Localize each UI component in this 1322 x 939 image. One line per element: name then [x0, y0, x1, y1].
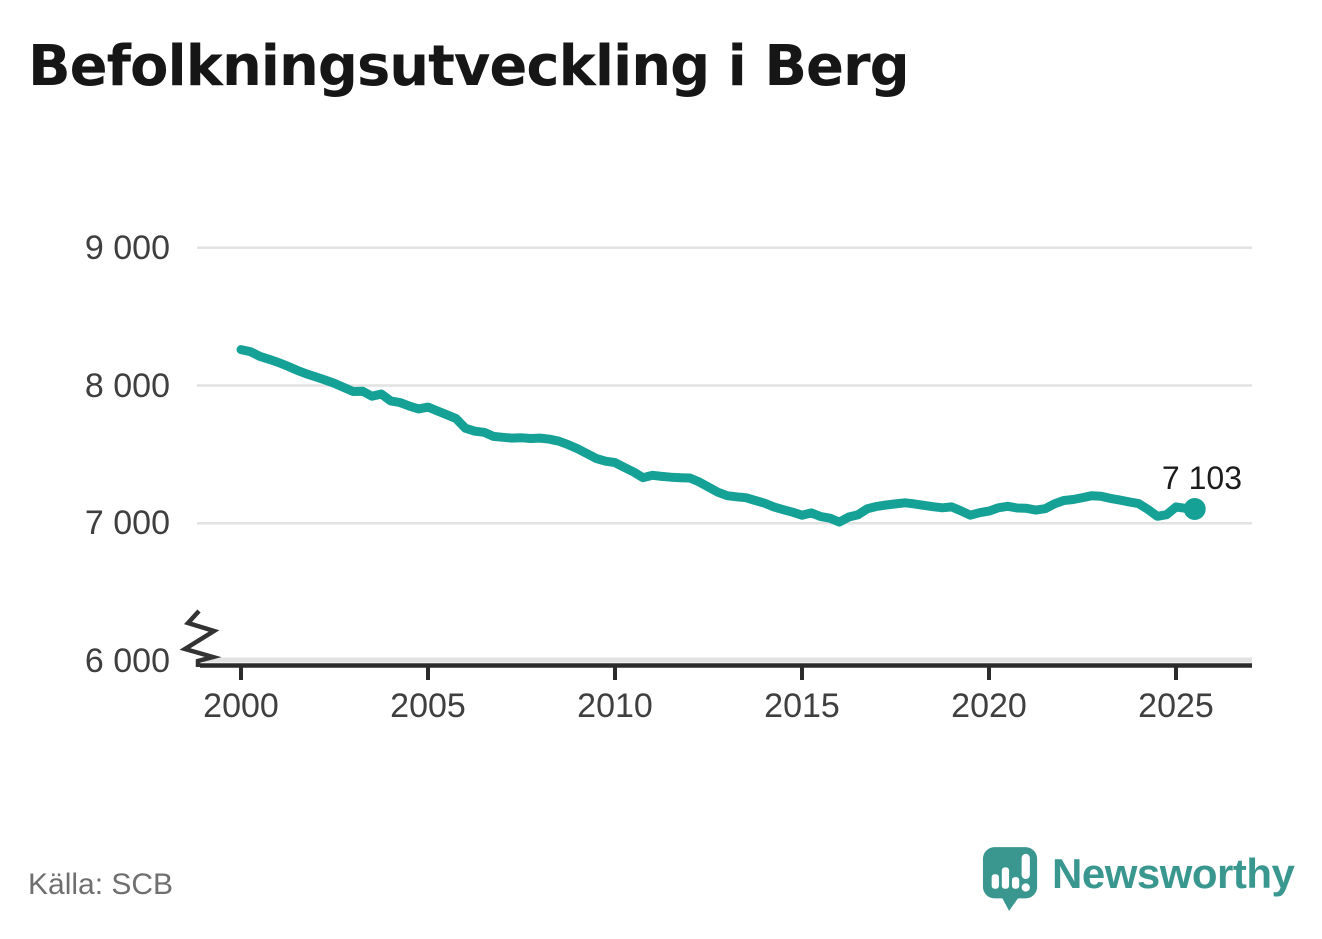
xtick-label-2005: 2005	[390, 687, 466, 725]
source-note: Källa: SCB	[28, 868, 174, 901]
newsworthy-branding: Newsworthy	[982, 846, 1295, 914]
chart-title: Befolkningsutveckling i Berg	[28, 34, 910, 99]
xtick-label-2020: 2020	[951, 687, 1027, 725]
brand-wordmark: Newsworthy	[1052, 850, 1295, 897]
xtick-label-2010: 2010	[577, 687, 653, 725]
ytick-label-6000: 6 000	[84, 642, 170, 680]
ytick-label-7000: 7 000	[84, 504, 170, 542]
xtick-label-2000: 2000	[203, 687, 279, 725]
xtick-label-2025: 2025	[1138, 687, 1214, 725]
ytick-label-8000: 8 000	[84, 367, 170, 405]
xtick-label-2015: 2015	[764, 687, 840, 725]
speech-bubble-bar-chart-icon	[982, 847, 1038, 911]
last-value-label: 7 103	[1161, 460, 1242, 496]
ytick-label-9000: 9 000	[84, 229, 170, 267]
